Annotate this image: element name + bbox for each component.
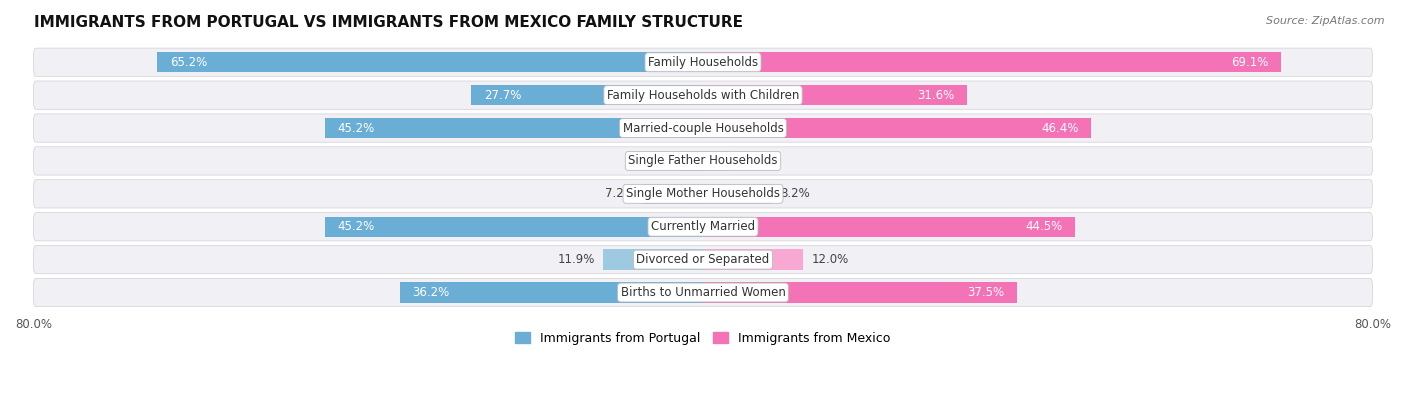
Bar (643, 184, 703, 204)
Bar (703, 151, 728, 171)
Text: 8.2%: 8.2% (780, 187, 810, 200)
Text: 11.9%: 11.9% (558, 253, 595, 266)
Text: 31.6%: 31.6% (918, 88, 955, 102)
Text: 37.5%: 37.5% (967, 286, 1004, 299)
Text: IMMIGRANTS FROM PORTUGAL VS IMMIGRANTS FROM MEXICO FAMILY STRUCTURE: IMMIGRANTS FROM PORTUGAL VS IMMIGRANTS F… (34, 15, 742, 30)
Text: 65.2%: 65.2% (170, 56, 207, 69)
Text: Single Mother Households: Single Mother Households (626, 187, 780, 200)
Bar (325, 118, 703, 138)
Text: 44.5%: 44.5% (1025, 220, 1063, 233)
Legend: Immigrants from Portugal, Immigrants from Mexico: Immigrants from Portugal, Immigrants fro… (509, 326, 897, 351)
Text: Source: ZipAtlas.com: Source: ZipAtlas.com (1267, 16, 1385, 26)
Bar (703, 282, 1017, 303)
Text: 45.2%: 45.2% (337, 220, 374, 233)
FancyBboxPatch shape (34, 278, 1372, 307)
Text: 12.0%: 12.0% (811, 253, 849, 266)
Bar (703, 249, 803, 270)
Text: Family Households: Family Households (648, 56, 758, 69)
Text: 69.1%: 69.1% (1232, 56, 1268, 69)
FancyBboxPatch shape (34, 213, 1372, 241)
Text: Family Households with Children: Family Households with Children (607, 88, 799, 102)
Text: Married-couple Households: Married-couple Households (623, 122, 783, 135)
Text: 3.0%: 3.0% (737, 154, 766, 167)
Bar (325, 216, 703, 237)
Text: Currently Married: Currently Married (651, 220, 755, 233)
Text: Divorced or Separated: Divorced or Separated (637, 253, 769, 266)
FancyBboxPatch shape (34, 48, 1372, 76)
Bar (703, 85, 967, 105)
FancyBboxPatch shape (34, 81, 1372, 109)
Bar (471, 85, 703, 105)
Text: 7.2%: 7.2% (605, 187, 634, 200)
FancyBboxPatch shape (34, 114, 1372, 142)
Bar (703, 216, 1076, 237)
Text: 27.7%: 27.7% (484, 88, 522, 102)
Text: 46.4%: 46.4% (1042, 122, 1078, 135)
Text: 36.2%: 36.2% (412, 286, 450, 299)
Text: 2.6%: 2.6% (643, 154, 673, 167)
FancyBboxPatch shape (34, 245, 1372, 274)
Text: Births to Unmarried Women: Births to Unmarried Women (620, 286, 786, 299)
FancyBboxPatch shape (34, 180, 1372, 208)
Bar (157, 52, 703, 72)
Bar (682, 151, 703, 171)
Bar (401, 282, 703, 303)
FancyBboxPatch shape (34, 147, 1372, 175)
Bar (603, 249, 703, 270)
Text: Single Father Households: Single Father Households (628, 154, 778, 167)
Bar (703, 52, 1281, 72)
Text: 45.2%: 45.2% (337, 122, 374, 135)
Bar (703, 118, 1091, 138)
Bar (703, 184, 772, 204)
